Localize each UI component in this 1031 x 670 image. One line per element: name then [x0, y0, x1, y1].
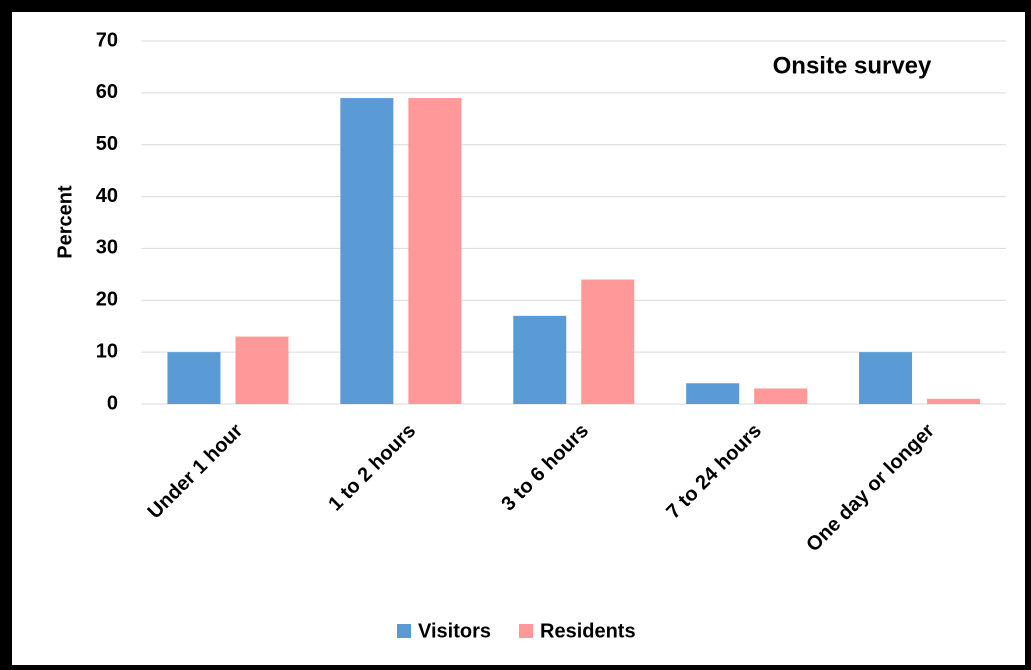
bar: [340, 98, 394, 405]
bar: [408, 98, 462, 405]
y-tick-label: 30: [96, 237, 118, 259]
y-tick-label: 10: [96, 340, 118, 362]
y-tick-label: 0: [107, 392, 118, 414]
bar: [581, 279, 635, 404]
y-tick-label: 40: [96, 185, 118, 207]
y-tick-label: 70: [96, 29, 118, 51]
legend-label: Residents: [540, 620, 636, 642]
legend-label: Visitors: [418, 620, 491, 642]
y-tick-label: 60: [96, 81, 118, 103]
legend-swatch: [519, 624, 533, 638]
bar: [859, 352, 913, 404]
y-tick-label: 50: [96, 133, 118, 155]
bar: [513, 315, 567, 404]
legend-swatch: [397, 624, 411, 638]
bar: [235, 336, 289, 404]
y-axis-label: Percent: [54, 185, 76, 259]
bar: [754, 388, 808, 404]
y-tick-label: 20: [96, 289, 118, 311]
bar: [927, 398, 981, 404]
chart-title: Onsite survey: [773, 52, 932, 79]
bar: [167, 352, 221, 404]
bar: [686, 383, 740, 404]
